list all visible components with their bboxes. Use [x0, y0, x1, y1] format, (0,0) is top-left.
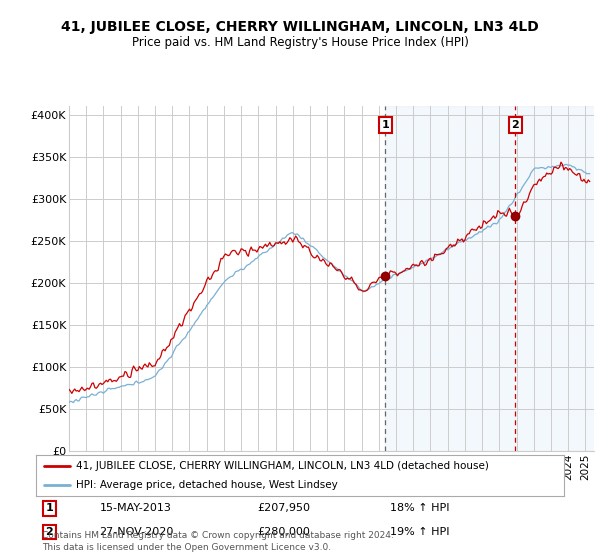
Text: 1: 1	[46, 503, 53, 514]
Text: £280,000: £280,000	[258, 527, 311, 537]
Text: 18% ↑ HPI: 18% ↑ HPI	[390, 503, 449, 514]
Text: 41, JUBILEE CLOSE, CHERRY WILLINGHAM, LINCOLN, LN3 4LD (detached house): 41, JUBILEE CLOSE, CHERRY WILLINGHAM, LI…	[76, 461, 488, 471]
Text: 41, JUBILEE CLOSE, CHERRY WILLINGHAM, LINCOLN, LN3 4LD: 41, JUBILEE CLOSE, CHERRY WILLINGHAM, LI…	[61, 20, 539, 34]
Text: £207,950: £207,950	[258, 503, 311, 514]
Text: Contains HM Land Registry data © Crown copyright and database right 2024.
This d: Contains HM Land Registry data © Crown c…	[42, 531, 394, 552]
Text: HPI: Average price, detached house, West Lindsey: HPI: Average price, detached house, West…	[76, 480, 337, 489]
Text: Price paid vs. HM Land Registry's House Price Index (HPI): Price paid vs. HM Land Registry's House …	[131, 36, 469, 49]
Text: 27-NOV-2020: 27-NOV-2020	[100, 527, 174, 537]
Text: 15-MAY-2013: 15-MAY-2013	[100, 503, 171, 514]
Text: 1: 1	[382, 120, 389, 130]
Text: 2: 2	[511, 120, 519, 130]
Text: 19% ↑ HPI: 19% ↑ HPI	[390, 527, 449, 537]
Text: 2: 2	[46, 527, 53, 537]
Bar	[385, 106, 600, 451]
